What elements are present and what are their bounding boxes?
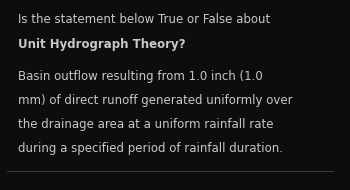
Text: Unit Hydrograph Theory?: Unit Hydrograph Theory?	[18, 38, 185, 51]
Text: Basin outflow resulting from 1.0 inch (1.0: Basin outflow resulting from 1.0 inch (1…	[18, 70, 262, 83]
Text: the drainage area at a uniform rainfall rate: the drainage area at a uniform rainfall …	[18, 118, 273, 131]
Text: Is the statement below True or False about: Is the statement below True or False abo…	[18, 13, 270, 26]
Text: mm) of direct runoff generated uniformly over: mm) of direct runoff generated uniformly…	[18, 94, 292, 107]
Text: during a specified period of rainfall duration.: during a specified period of rainfall du…	[18, 142, 282, 154]
